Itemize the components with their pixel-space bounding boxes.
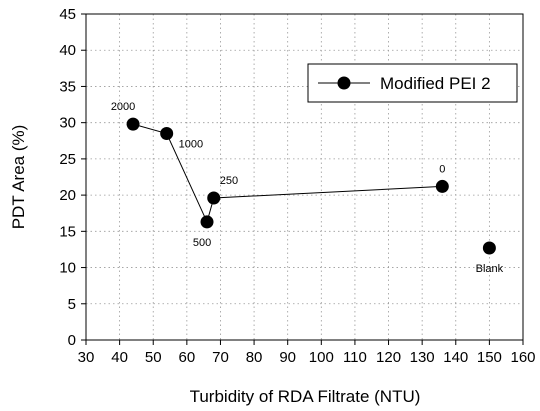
y-tick-label: 40 xyxy=(59,42,76,59)
data-point xyxy=(160,127,174,141)
legend-label: Modified PEI 2 xyxy=(380,74,491,93)
x-tick-label: 40 xyxy=(111,349,128,366)
grid xyxy=(86,14,523,340)
legend-marker xyxy=(337,76,351,90)
x-tick-label: 90 xyxy=(279,349,296,366)
blank-point-label: Blank xyxy=(476,263,504,275)
blank-point xyxy=(482,241,496,255)
x-tick-label: 160 xyxy=(510,349,535,366)
x-tick-label: 100 xyxy=(309,349,334,366)
data-point xyxy=(200,215,214,229)
legend: Modified PEI 2 xyxy=(307,63,518,103)
y-tick-label: 20 xyxy=(59,187,76,204)
y-tick-label: 35 xyxy=(59,78,76,95)
plot-frame xyxy=(85,13,524,341)
y-tick-label: 0 xyxy=(68,332,76,349)
data-point-label: 250 xyxy=(220,175,238,187)
y-tick-label: 15 xyxy=(59,223,76,240)
ticks xyxy=(81,13,524,345)
tick-labels: 30 40 50 60 70 80 90 100 110 120 130 140 150 16005101… xyxy=(59,6,535,366)
x-tick-label: 120 xyxy=(376,349,401,366)
y-tick-label: 10 xyxy=(59,260,76,277)
point-labels: 2000 1000 500 250 0 Blank xyxy=(111,101,504,275)
x-tick-label: 70 xyxy=(212,349,229,366)
y-tick-label: 45 xyxy=(59,6,76,23)
y-axis-title: PDT Area (%) xyxy=(9,125,28,230)
x-tick-label: 140 xyxy=(443,349,468,366)
data-point-label: 1000 xyxy=(179,139,203,151)
x-tick-label: 110 xyxy=(343,349,367,366)
data-point xyxy=(435,179,449,193)
data-point-label: 0 xyxy=(439,163,445,175)
x-tick-label: 30 xyxy=(78,349,95,366)
data-point xyxy=(207,191,221,205)
data-point-label: 2000 xyxy=(111,101,135,113)
y-tick-label: 5 xyxy=(68,296,76,313)
x-tick-label: 80 xyxy=(246,349,263,366)
x-tick-label: 150 xyxy=(477,349,502,366)
x-tick-label: 60 xyxy=(179,349,196,366)
y-tick-label: 25 xyxy=(59,151,76,168)
x-tick-label: 130 xyxy=(410,349,435,366)
x-tick-label: 50 xyxy=(145,349,162,366)
y-tick-label: 30 xyxy=(59,115,76,132)
data-point-label: 500 xyxy=(193,237,211,249)
data-point xyxy=(126,117,140,131)
x-axis-title: Turbidity of RDA Filtrate (NTU) xyxy=(190,387,421,406)
points xyxy=(126,117,496,255)
